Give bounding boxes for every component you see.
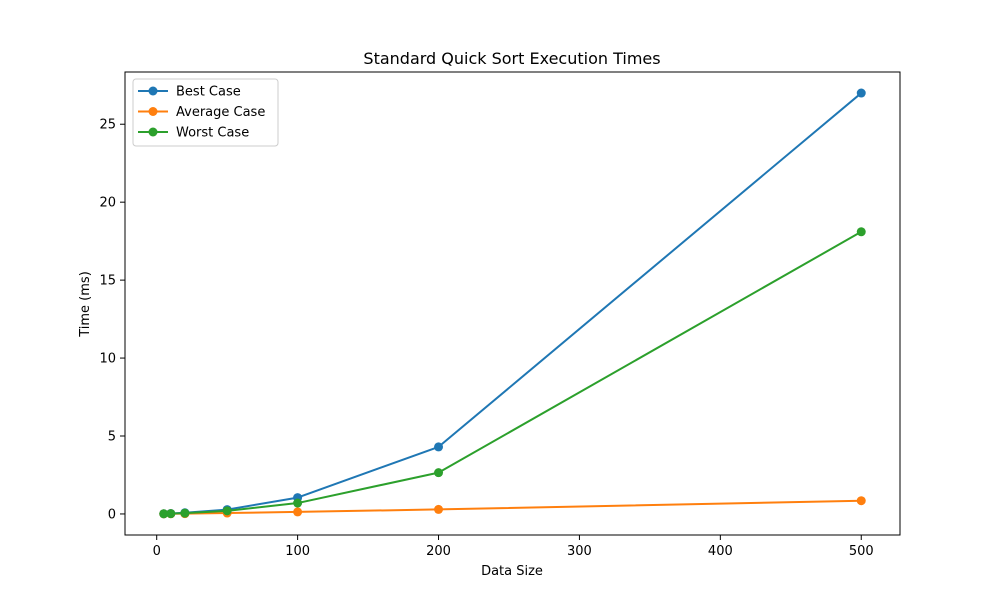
y-tick-label: 20: [99, 196, 116, 211]
data-point: [856, 496, 866, 506]
legend-label: Worst Case: [176, 126, 249, 141]
x-axis-ticks: 0 100 200 300 400 500: [153, 535, 874, 559]
chart-title: Standard Quick Sort Execution Times: [363, 49, 660, 68]
data-point: [434, 504, 444, 514]
x-tick-label: 500: [849, 544, 874, 559]
y-tick-label: 5: [108, 430, 116, 445]
data-point: [434, 468, 444, 478]
x-tick-label: 400: [708, 544, 733, 559]
plot-area: [124, 71, 901, 536]
x-tick-label: 0: [153, 544, 161, 559]
plot-frame: [124, 71, 901, 536]
data-point: [856, 227, 866, 237]
legend-box: [132, 78, 279, 147]
data-point: [434, 442, 444, 452]
y-tick-label: 15: [99, 274, 116, 289]
legend-marker: [148, 107, 158, 116]
data-point: [293, 498, 303, 508]
data-point: [180, 508, 190, 518]
y-axis-label: Time (ms): [78, 271, 93, 338]
legend: Best Case Average Case Worst Case: [132, 78, 279, 147]
y-tick-label: 0: [108, 507, 116, 522]
x-tick-label: 200: [426, 544, 451, 559]
data-point: [293, 507, 303, 517]
legend-label: Best Case: [176, 85, 241, 100]
data-point: [222, 506, 232, 516]
series-layer: [159, 88, 866, 519]
data-point: [159, 509, 169, 519]
legend-label: Average Case: [176, 105, 265, 120]
legend-marker: [148, 86, 158, 96]
x-axis-label: Data Size: [481, 564, 543, 579]
y-tick-label: 10: [99, 352, 116, 367]
series-worst-case: [159, 227, 866, 519]
y-tick-label: 25: [99, 118, 116, 133]
x-tick-label: 100: [285, 544, 310, 559]
data-point: [856, 88, 866, 98]
legend-marker: [148, 127, 158, 137]
data-point: [166, 509, 176, 519]
y-axis-ticks: 0 5 10 15 20 25: [99, 118, 125, 522]
x-tick-label: 300: [567, 544, 592, 559]
